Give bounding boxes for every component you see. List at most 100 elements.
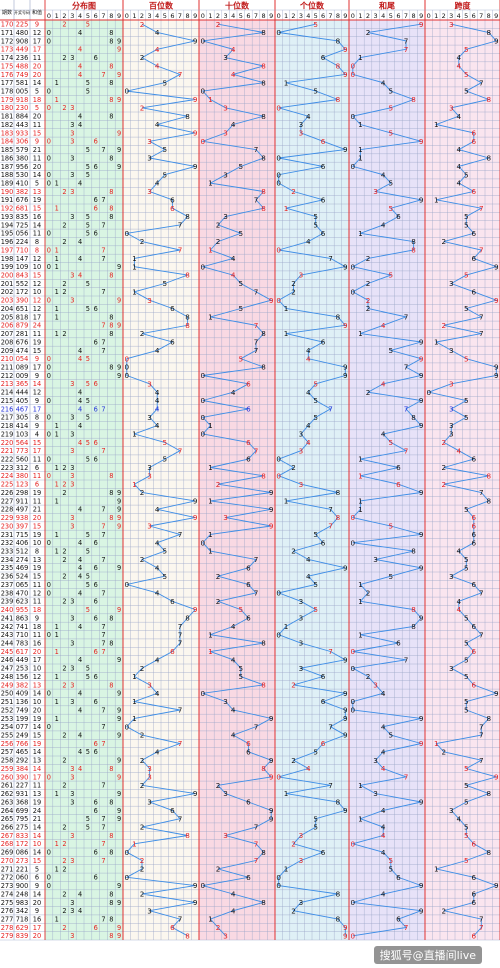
draw-cell: 629	[16, 924, 29, 932]
trend-point-u: 8	[336, 62, 341, 71]
trend-point-sp: 5	[464, 823, 469, 832]
trend-point-t: 7	[254, 589, 259, 598]
sum-cell: 19	[33, 564, 41, 572]
trend-point-t: 6	[246, 747, 251, 756]
trend-point-h: 3	[147, 413, 152, 422]
trend-point-h: 4	[155, 563, 160, 572]
distribution-mark: 4	[78, 405, 82, 413]
trend-point-u: 5	[313, 221, 318, 230]
distribution-mark: 4	[78, 113, 82, 121]
draw-cell: 465	[16, 748, 29, 756]
trend-point-h: 3	[147, 137, 152, 146]
period-cell: 225	[1, 481, 14, 489]
trend-point-t: 0	[201, 37, 206, 46]
draw-cell: 444	[16, 389, 29, 397]
distribution-mark: 5	[86, 531, 90, 539]
period-cell: 245	[1, 648, 14, 656]
draw-cell: 109	[16, 263, 29, 271]
trend-point-u: 6	[321, 848, 326, 857]
trend-point-u: 6	[321, 137, 326, 146]
digit-header: 2	[442, 12, 446, 20]
trend-point-u: 7	[328, 522, 333, 531]
digit-header: 3	[299, 12, 303, 20]
distribution-mark: 8	[109, 363, 113, 371]
distribution-mark: 9	[117, 790, 121, 798]
distribution-mark: 5	[86, 380, 90, 388]
trend-point-sp: 7	[479, 756, 484, 765]
sum-cell: 14	[33, 380, 41, 388]
trend-point-h: 9	[193, 95, 198, 104]
sum-cell: 15	[33, 205, 41, 213]
trend-point-u: 8	[336, 37, 341, 46]
period-cell: 199	[1, 263, 14, 271]
distribution-mark: 2	[62, 188, 66, 196]
distribution-mark: 6	[94, 539, 98, 547]
sum-cell: 11	[33, 782, 41, 790]
distribution-mark: 5	[86, 606, 90, 614]
draw-cell: 560	[16, 455, 29, 463]
trend-point-t: 4	[231, 271, 236, 280]
distribution-mark: 1	[55, 673, 59, 681]
draw-cell: 863	[16, 614, 29, 622]
trend-point-sp: 5	[464, 798, 469, 807]
distribution-mark: 1	[55, 246, 59, 254]
period-cell: 275	[1, 899, 14, 907]
draw-cell: 725	[16, 221, 29, 229]
distribution-mark: 5	[86, 280, 90, 288]
distribution-mark: 5	[86, 748, 90, 756]
trend-point-t: 7	[254, 321, 259, 330]
distribution-mark: 2	[62, 238, 66, 246]
trend-point-h: 3	[147, 681, 152, 690]
period-cell: 219	[1, 430, 14, 438]
sum-cell: 20	[33, 932, 41, 940]
distribution-mark: 1	[55, 840, 59, 848]
distribution-mark: 7	[101, 322, 105, 330]
distribution-mark: 9	[117, 715, 121, 723]
period-cell: 248	[1, 673, 14, 681]
sum-cell: 16	[33, 915, 41, 923]
distribution-mark: 1	[55, 865, 59, 873]
distribution-mark: 9	[117, 96, 121, 104]
trend-point-u: 5	[313, 823, 318, 832]
distribution-mark: 3	[70, 773, 74, 781]
period-cell: 211	[1, 363, 14, 371]
distribution-mark: 9	[117, 322, 121, 330]
trend-point-h: 8	[185, 212, 190, 221]
distribution-mark: 3	[70, 188, 74, 196]
distribution-mark: 9	[117, 514, 121, 522]
period-cell: 222	[1, 455, 14, 463]
distribution-mark: 4	[78, 271, 82, 279]
trend-point-t: 2	[216, 781, 221, 790]
sum-cell: 19	[33, 196, 41, 204]
trend-point-t: 8	[261, 112, 266, 121]
distribution-mark: 6	[94, 455, 98, 463]
distribution-mark: 2	[62, 21, 66, 29]
draw-cell: 931	[16, 790, 29, 798]
period-cell: 261	[1, 782, 14, 790]
draw-cell: 253	[16, 665, 29, 673]
trend-point-sp: 4	[456, 605, 461, 614]
trend-point-sp: 3	[449, 103, 454, 112]
trend-point-sp: 4	[456, 62, 461, 71]
distribution-mark: 6	[94, 924, 98, 932]
section-title-dist: 分布图	[72, 1, 96, 11]
trend-point-u: 7	[328, 647, 333, 656]
distribution-mark: 4	[78, 706, 82, 714]
digit-header: 1	[284, 12, 288, 20]
trend-point-s: 0	[351, 538, 356, 547]
trend-point-u: 6	[321, 338, 326, 347]
distribution-mark: 6	[94, 748, 98, 756]
sum-cell: 9	[35, 21, 39, 29]
draw-cell: 749	[16, 706, 29, 714]
trend-point-h: 4	[155, 589, 160, 598]
draw-cell: 443	[16, 121, 29, 129]
distribution-mark: 2	[62, 598, 66, 606]
trend-point-t: 9	[269, 756, 274, 765]
digit-header: 8	[412, 12, 416, 20]
trend-point-u: 8	[336, 313, 341, 322]
sum-cell: 13	[33, 556, 41, 564]
digit-header: 4	[306, 12, 310, 20]
period-cell: 183	[1, 129, 14, 137]
trend-point-t: 8	[261, 62, 266, 71]
trend-point-sp: 5	[464, 764, 469, 773]
